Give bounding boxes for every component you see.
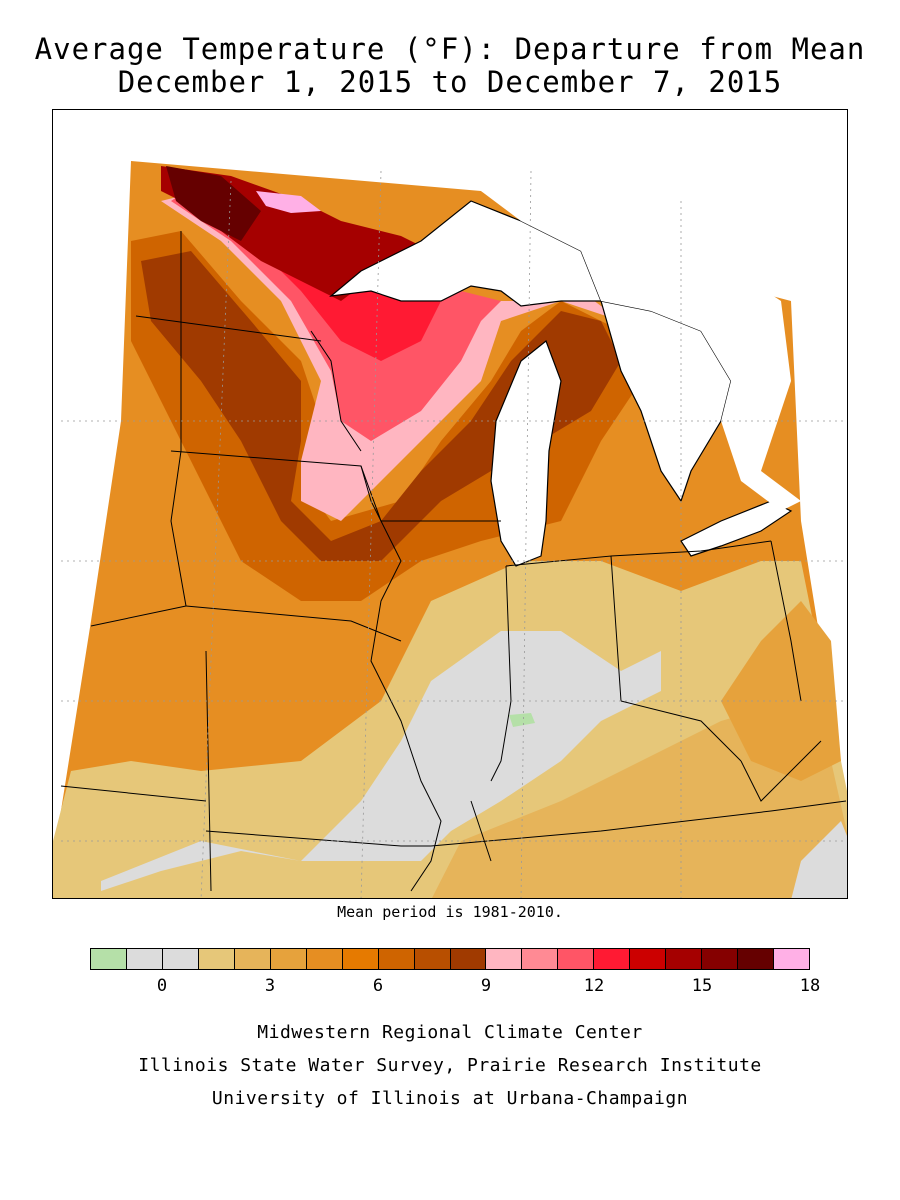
- legend-tick-label: 15: [691, 976, 713, 996]
- legend-tick-label: 0: [156, 976, 168, 996]
- legend-tick-label: 9: [480, 976, 492, 996]
- lake-erie: [680, 500, 793, 557]
- credit-line-3: University of Illinois at Urbana-Champai…: [211, 1088, 689, 1109]
- legend-swatch: [126, 949, 163, 969]
- region-green-below-zero: [509, 713, 535, 727]
- legend-swatch: [162, 949, 199, 969]
- region-medium-tan: [432, 701, 847, 898]
- graticule: [61, 170, 847, 898]
- legend-swatch: [702, 949, 739, 969]
- credit-line-2: Illinois State Water Survey, Prairie Res…: [138, 1055, 762, 1076]
- legend-swatch: [378, 949, 415, 969]
- region-gray-southeast: [791, 821, 847, 898]
- mean-period-note: Mean period is 1981-2010.: [337, 903, 563, 921]
- legend-swatch: [342, 949, 379, 969]
- legend-swatch: [91, 949, 127, 969]
- map-date-range: December 1, 2015 to December 7, 2015: [117, 65, 783, 99]
- legend-swatch: [306, 949, 343, 969]
- legend-tick-label: 3: [264, 976, 276, 996]
- region-gray-near-zero: [101, 631, 661, 891]
- temperature-departure-map: [52, 109, 848, 899]
- legend-swatch: [234, 949, 271, 969]
- legend-tick-label: 12: [583, 976, 605, 996]
- legend-tick-label: 18: [799, 976, 821, 996]
- region-darkest-core: [166, 166, 261, 241]
- legend-swatch: [270, 949, 307, 969]
- region-pink-18: [256, 191, 321, 213]
- legend-swatch: [630, 949, 667, 969]
- credit-line-1: Midwestern Regional Climate Center: [257, 1022, 643, 1043]
- legend-swatch: [774, 949, 810, 969]
- legend-swatch: [594, 949, 631, 969]
- region-orange-east: [721, 601, 841, 781]
- canada-white-area: [481, 191, 801, 511]
- color-legend: [90, 948, 810, 970]
- map-title: Average Temperature (°F): Departure from…: [34, 32, 866, 66]
- legend-swatch: [198, 949, 235, 969]
- legend-swatch: [486, 949, 523, 969]
- map-canvas: [53, 161, 847, 898]
- state-borders: [60, 231, 847, 892]
- legend-tick-labels: 0 3 6 9 12 15 18: [0, 976, 900, 1000]
- legend-tick-label: 6: [372, 976, 384, 996]
- legend-swatch: [666, 949, 703, 969]
- legend-swatch: [522, 949, 559, 969]
- legend-swatch: [414, 949, 451, 969]
- legend-swatch: [738, 949, 775, 969]
- legend-swatch: [450, 949, 487, 969]
- legend-swatch: [558, 949, 595, 969]
